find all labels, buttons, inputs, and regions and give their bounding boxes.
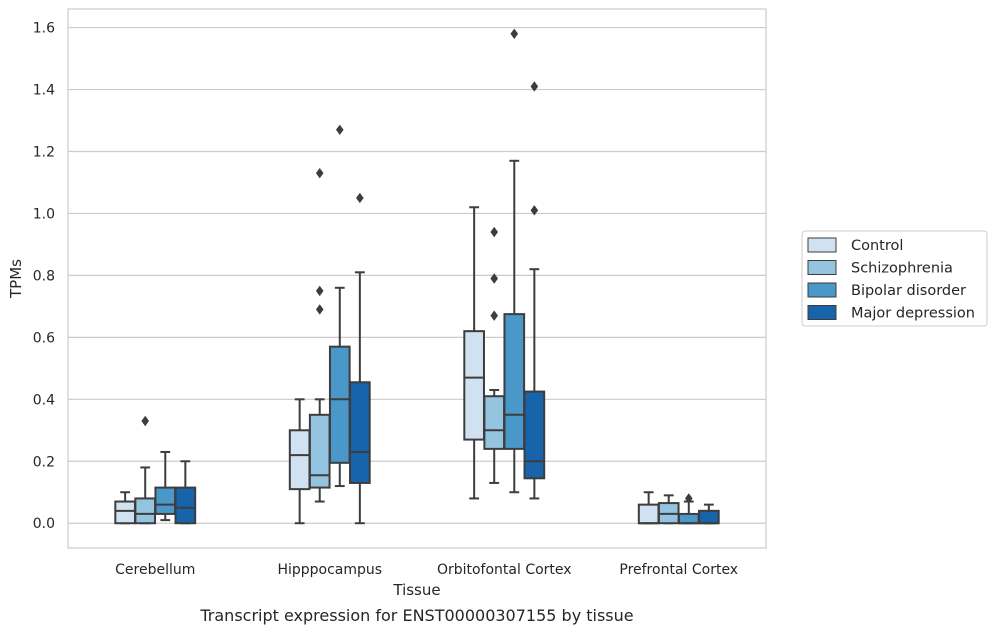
legend-label: Control — [851, 238, 903, 254]
box-group — [154, 450, 177, 522]
box — [308, 413, 331, 489]
outlier-point — [315, 167, 324, 179]
box-group — [349, 192, 371, 525]
box-group — [328, 124, 351, 488]
box — [637, 503, 660, 525]
legend-label: Schizophrenia — [851, 261, 953, 277]
y-tick-label: 0.8 — [33, 268, 55, 284]
outlier-point — [315, 304, 324, 315]
x-tick-label: Orbitofontal Cortex — [437, 562, 572, 578]
y-tick-label: 1.4 — [33, 83, 55, 99]
legend-swatch — [807, 237, 837, 253]
outlier-point — [530, 205, 539, 216]
box — [154, 486, 177, 515]
boxes — [114, 28, 720, 525]
box-group — [637, 491, 660, 525]
box-group — [134, 415, 157, 525]
box-group — [523, 81, 546, 500]
outlier-point — [490, 226, 499, 238]
y-tick-label: 0.0 — [33, 516, 55, 532]
x-tick-label: Cerebellum — [115, 562, 195, 578]
box — [503, 313, 526, 450]
box-group — [677, 493, 700, 525]
y-tick-labels: 0.0 0.2 0.4 0.6 0.8 1.0 1.2 1.4 1.6 — [33, 21, 55, 533]
outlier-point — [684, 493, 693, 504]
outlier-point — [335, 124, 344, 136]
box — [349, 381, 371, 484]
box — [288, 429, 311, 491]
outlier-point — [490, 310, 499, 321]
x-tick-label: Prefrontal Cortex — [619, 562, 738, 578]
box-group — [503, 28, 526, 494]
box-group — [463, 206, 485, 500]
outlier-point — [315, 285, 324, 297]
box — [114, 500, 136, 525]
legend-label: Major depression — [851, 306, 975, 322]
box — [523, 390, 546, 480]
outlier-point — [510, 28, 519, 39]
y-tick-label: 0.6 — [33, 330, 55, 346]
box — [174, 486, 197, 525]
gridlines — [68, 26, 766, 524]
y-tick-label: 1.2 — [33, 144, 55, 160]
legend: Control Schizophrenia Bipolar disorder Majo… — [801, 230, 988, 327]
box-group — [657, 494, 680, 525]
outlier-point — [141, 415, 150, 427]
y-tick-label: 1.6 — [33, 21, 55, 37]
y-axis-label: TPMs — [7, 259, 25, 299]
box-group — [288, 398, 311, 525]
box-group — [483, 226, 506, 484]
box-group — [114, 491, 136, 525]
box — [483, 395, 506, 450]
box-group — [698, 503, 720, 525]
box — [677, 512, 700, 525]
box — [328, 345, 351, 464]
box — [134, 497, 157, 525]
legend-swatch — [807, 305, 837, 320]
x-tick-label: Hipppocampus — [277, 562, 382, 578]
plot-frame — [67, 8, 767, 549]
y-tick-label: 0.2 — [33, 454, 55, 470]
legend-frame — [801, 230, 988, 327]
outlier-point — [356, 192, 364, 204]
legend-swatch — [807, 260, 837, 275]
x-axis-label: Tissue — [392, 581, 440, 599]
outlier-point — [490, 273, 499, 284]
box-group — [308, 167, 331, 503]
y-tick-label: 1.0 — [33, 206, 55, 222]
legend-label: Bipolar disorder — [851, 283, 966, 299]
box — [698, 509, 720, 525]
y-tick-label: 0.4 — [33, 392, 55, 408]
chart-caption: Transcript expression for ENST0000030715… — [200, 606, 634, 625]
outlier-point — [530, 81, 539, 92]
box-group — [174, 460, 197, 525]
box — [463, 330, 485, 441]
x-tick-labels: Cerebellum Hipppocampus Orbitofontal Corte… — [115, 562, 738, 578]
legend-swatch — [807, 282, 837, 298]
